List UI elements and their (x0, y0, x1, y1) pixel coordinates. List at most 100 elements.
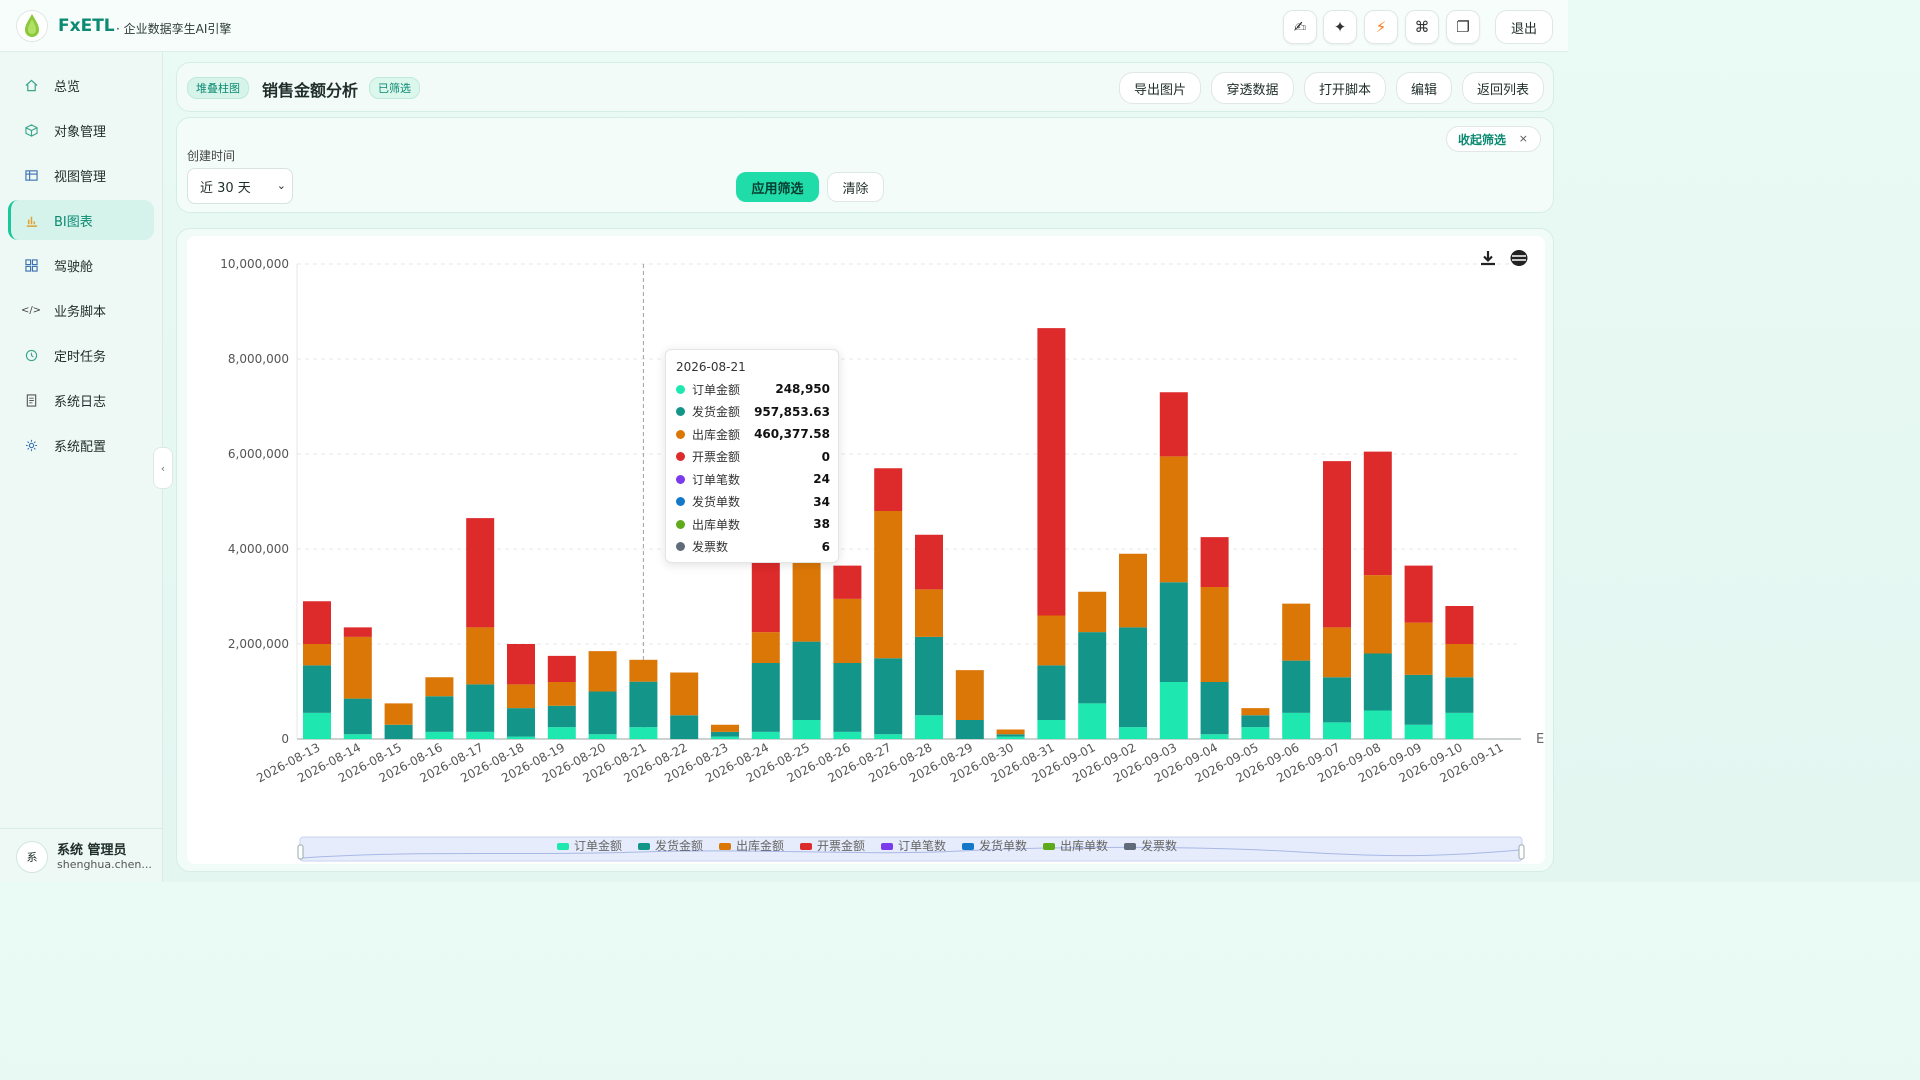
bolt-icon: ⚡ (1375, 18, 1387, 36)
legend-dot (676, 474, 685, 484)
tooltip-row: 发货单数 34 (676, 493, 830, 511)
tooltip-date: 2026-08-21 (676, 360, 746, 374)
sparkle-button[interactable]: ✦ (1323, 10, 1357, 44)
code-icon: </> (20, 304, 42, 316)
sidebar-item-views[interactable]: 视图管理 (8, 155, 154, 195)
page-title: 销售金额分析 (262, 81, 359, 100)
sidebar-collapse-button[interactable]: ‹ (153, 447, 173, 489)
doc-icon (24, 393, 38, 407)
date-range-value: 近 30 天 (200, 180, 251, 196)
chart-tooltip: 2026-08-21 订单金额 248,950 发货金额 957,853.63 出库金额… (665, 349, 839, 563)
user-name: 系统 管理员 (57, 843, 127, 858)
user-profile[interactable]: 系 系统 管理员 shenghua.chen... (0, 828, 163, 883)
chart-header: 堆叠柱图 销售金额分析 已筛选 导出图片 穿透数据 打开脚本 编辑 返回列表 (176, 62, 1554, 112)
tooltip-series-value: 24 (813, 472, 830, 486)
tooltip-series-name: 发票数 (692, 540, 729, 554)
chevron-down-icon: ⌄ (276, 179, 286, 192)
sidebar-item-label: 系统日志 (54, 394, 107, 410)
top-bar: FxETL · 企业数据孪生AI引擎 ✍ ✦ ⚡ ⌘ ❐ 退出 (0, 0, 1568, 52)
legend-dot (676, 542, 685, 551)
logo-icon (16, 10, 48, 42)
tooltip-row: 开票金额 0 (676, 448, 830, 466)
tooltip-series-name: 订单金额 (692, 382, 741, 397)
filtered-badge: 已筛选 (369, 77, 420, 99)
sidebar-item-objects[interactable]: 对象管理 (8, 110, 154, 150)
legend-dot (676, 429, 685, 439)
tooltip-row: 发货金额 957,853.63 (676, 403, 830, 421)
signature-button[interactable]: ✍ (1283, 10, 1317, 44)
tooltip-row: 出库单数 38 (676, 515, 830, 533)
sidebar-item-bi-charts[interactable]: BI图表 (8, 200, 154, 240)
table-icon (24, 168, 38, 182)
logout-button[interactable]: 退出 (1495, 10, 1553, 44)
legend-dot (676, 384, 685, 394)
filter-label: 创建时间 (187, 149, 236, 163)
export-image-button[interactable]: 导出图片 (1119, 72, 1201, 104)
tooltip-row: 出库金额 460,377.58 (676, 425, 830, 443)
gear-icon (24, 438, 38, 452)
home-icon (24, 78, 38, 92)
legend-dot (676, 407, 685, 416)
filter-panel: 创建时间 近 30 天 ⌄ 应用筛选 清除 收起筛选 × (176, 117, 1554, 213)
tooltip-series-name: 订单笔数 (692, 472, 741, 487)
command-button[interactable]: ⌘ (1405, 10, 1439, 44)
tooltip-series-value: 460,377.58 (754, 427, 830, 441)
sidebar-item-label: 视图管理 (54, 169, 107, 185)
collapse-filter-label: 收起筛选 (1458, 132, 1507, 147)
tooltip-series-name: 发货金额 (692, 405, 741, 419)
brand-subtitle: · 企业数据孪生AI引擎 (116, 22, 232, 36)
download-icon[interactable] (1479, 249, 1497, 272)
apply-filter-button[interactable]: 应用筛选 (736, 172, 819, 202)
sidebar-item-scheduled-tasks[interactable]: 定时任务 (8, 335, 154, 375)
tooltip-series-value: 6 (821, 539, 830, 554)
switch-chart-icon[interactable] (1509, 249, 1529, 272)
sidebar-item-system-log[interactable]: 系统日志 (8, 380, 154, 420)
sidebar-item-system-config[interactable]: 系统配置 (8, 425, 154, 465)
tooltip-row: 发票数 6 (676, 538, 830, 556)
back-to-list-button[interactable]: 返回列表 (1462, 72, 1544, 104)
bolt-button[interactable]: ⚡ (1364, 10, 1398, 44)
date-range-select[interactable]: 近 30 天 ⌄ (187, 168, 293, 204)
sidebar-item-scripts[interactable]: </> 业务脚本 (8, 290, 154, 330)
clear-filter-button[interactable]: 清除 (827, 172, 884, 202)
window-icon: ❐ (1456, 18, 1470, 36)
tooltip-series-name: 出库单数 (692, 517, 741, 532)
grid-icon (24, 258, 38, 272)
sidebar-item-label: 系统配置 (54, 439, 107, 455)
tooltip-series-value: 248,950 (775, 382, 830, 396)
user-email: shenghua.chen... (57, 858, 152, 871)
sidebar-item-label: 定时任务 (54, 349, 107, 365)
sidebar-item-cockpit[interactable]: 驾驶舱 (8, 245, 154, 285)
sidebar-item-label: 对象管理 (54, 124, 107, 140)
sidebar-item-label: BI图表 (54, 214, 93, 230)
signature-icon: ✍ (1293, 18, 1307, 36)
tooltip-row: 订单笔数 24 (676, 470, 830, 488)
tooltip-series-value: 957,853.63 (754, 404, 830, 419)
brand-name: FxETL (58, 16, 115, 36)
close-icon: × (1518, 132, 1528, 145)
tooltip-series-value: 0 (821, 449, 830, 464)
bar-chart-icon (24, 213, 38, 227)
collapse-filter-button[interactable]: 收起筛选 × (1446, 126, 1541, 152)
tooltip-series-value: 38 (813, 517, 830, 531)
chart-type-badge: 堆叠柱图 (187, 77, 249, 99)
window-button[interactable]: ❐ (1446, 10, 1480, 44)
avatar: 系 (16, 841, 48, 873)
legend-dot (676, 452, 685, 461)
sidebar-item-label: 总览 (54, 79, 81, 95)
tooltip-row: 订单金额 248,950 (676, 380, 830, 398)
sidebar-item-label: 驾驶舱 (54, 259, 94, 275)
drill-data-button[interactable]: 穿透数据 (1211, 72, 1294, 104)
sparkle-icon: ✦ (1333, 18, 1347, 36)
command-icon: ⌘ (1414, 18, 1430, 36)
chart-area (187, 236, 1545, 864)
tooltip-series-name: 开票金额 (692, 450, 741, 464)
tooltip-series-name: 出库金额 (692, 427, 741, 442)
legend-dot (676, 519, 685, 529)
chevron-left-icon: ‹ (160, 461, 166, 475)
edit-button[interactable]: 编辑 (1396, 72, 1452, 104)
sidebar-item-overview[interactable]: 总览 (8, 65, 154, 105)
sidebar-item-label: 业务脚本 (54, 304, 107, 320)
tooltip-series-value: 34 (813, 494, 830, 509)
open-script-button[interactable]: 打开脚本 (1304, 72, 1386, 104)
